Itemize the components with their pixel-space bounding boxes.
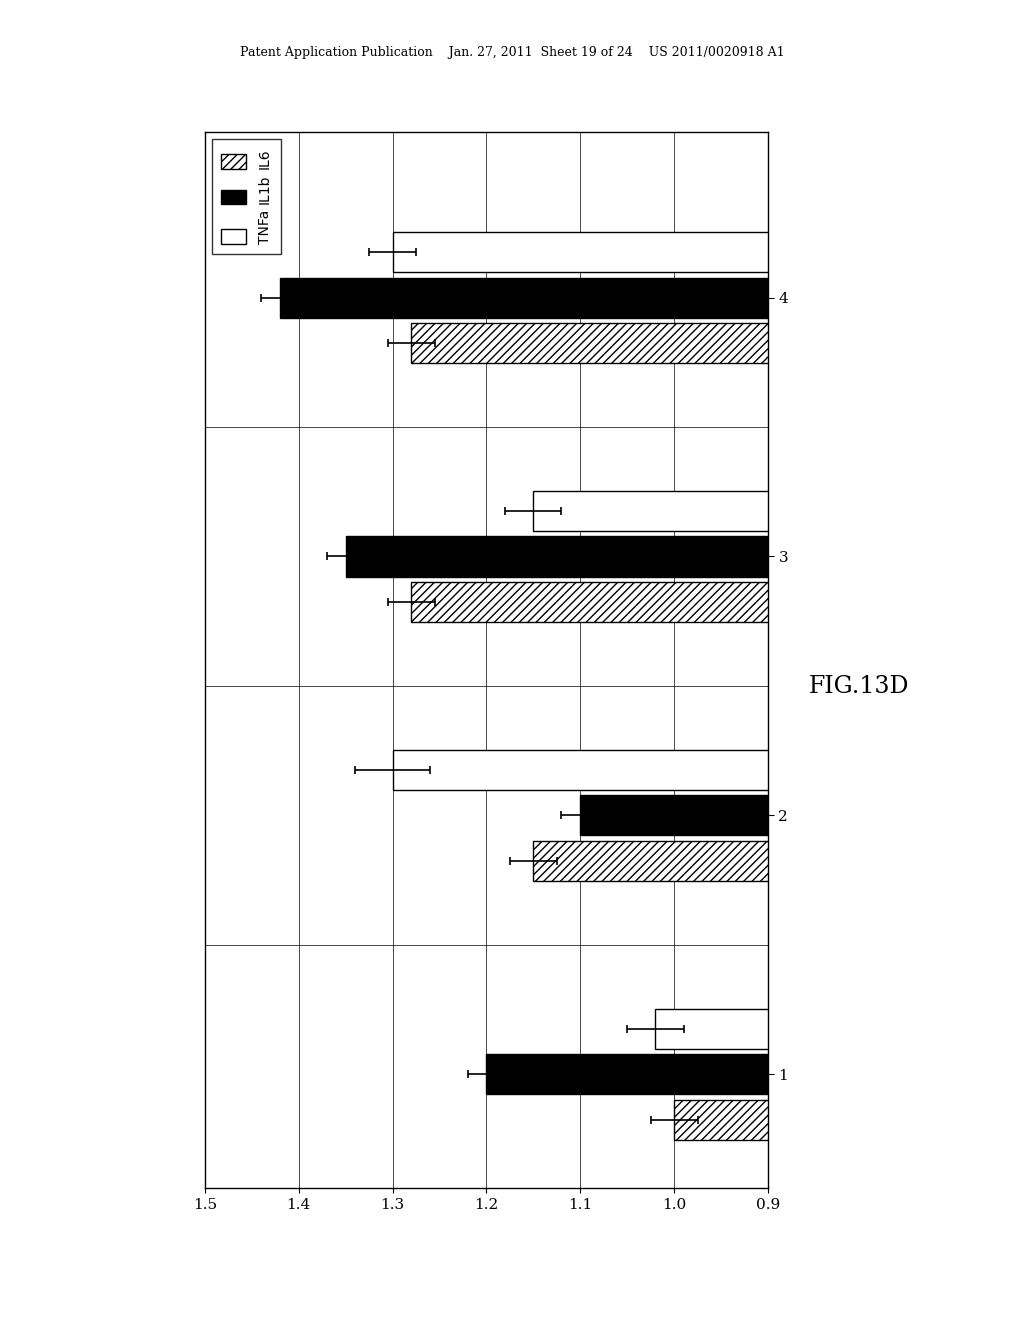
Bar: [392, 750, 768, 789]
Bar: [345, 536, 768, 577]
Bar: [412, 323, 768, 363]
Bar: [655, 1008, 768, 1048]
Text: FIG.13D: FIG.13D: [809, 675, 909, 698]
Bar: [534, 841, 768, 880]
Bar: [280, 277, 768, 318]
Legend: IL6, IL1b, TNFa: IL6, IL1b, TNFa: [212, 139, 282, 253]
Bar: [412, 582, 768, 622]
Text: Patent Application Publication    Jan. 27, 2011  Sheet 19 of 24    US 2011/00209: Patent Application Publication Jan. 27, …: [240, 46, 784, 59]
Bar: [674, 1100, 768, 1139]
Bar: [581, 795, 768, 836]
Bar: [534, 491, 768, 531]
Bar: [486, 1055, 768, 1094]
Bar: [392, 232, 768, 272]
